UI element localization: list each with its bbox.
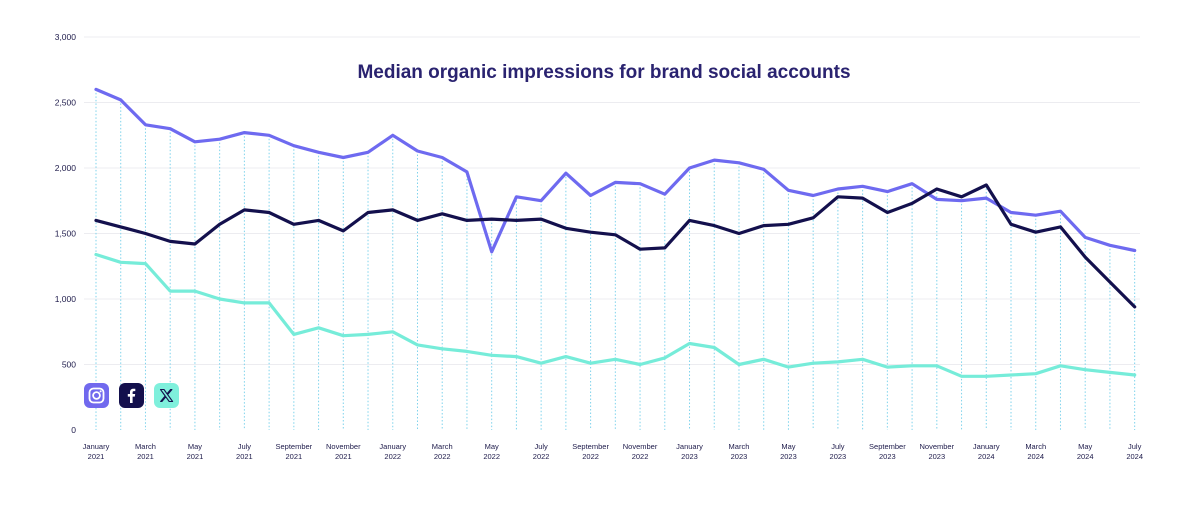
y-tick-label: 1,000 [55,294,77,304]
x-tick-label: May 2021 [187,442,204,461]
y-tick-label: 2,500 [55,98,77,108]
x-tick-label: September 2022 [572,442,609,461]
x-logo-icon [154,383,179,408]
x-tick-label: November 2022 [623,442,658,461]
y-axis-tick-labels: 0 500 1,000 1,500 2,000 2,500 3,000 [55,32,77,435]
series-line-facebook [94,183,1137,309]
y-tick-label: 500 [62,360,76,370]
x-tick-label: January 2024 [973,442,1000,461]
x-axis-tick-labels: January 2021 March 2021 May 2021 July 2021 Septe… [83,442,1143,461]
x-tick-label: March 2022 [432,442,453,461]
x-tick-label: January 2021 [83,442,110,461]
y-tick-label: 3,000 [55,32,77,42]
droplines [95,89,1136,430]
y-tick-label: 1,500 [55,229,77,239]
x-tick-label: January 2023 [676,442,703,461]
series-line-instagram [94,87,1137,254]
x-tick-label: March 2024 [1025,442,1046,461]
instagram-icon [84,383,109,408]
x-tick-label: March 2021 [135,442,156,461]
x-tick-label: July 2022 [533,442,550,461]
legend [84,383,179,408]
x-tick-label: March 2023 [729,442,750,461]
chart-title: Median organic impressions for brand soc… [357,62,850,83]
gridlines [84,36,1140,365]
facebook-icon [119,383,144,408]
y-tick-label: 0 [71,425,76,435]
x-tick-label: May 2023 [780,442,797,461]
x-tick-label: May 2022 [483,442,500,461]
x-tick-label: November 2021 [326,442,361,461]
x-tick-label: January 2022 [379,442,406,461]
x-tick-label: May 2024 [1077,442,1094,461]
x-tick-label: November 2023 [920,442,955,461]
x-tick-label: July 2021 [236,442,253,461]
x-tick-label: September 2021 [275,442,312,461]
x-tick-label: July 2023 [830,442,847,461]
x-tick-label: September 2023 [869,442,906,461]
series-line-x [94,252,1137,378]
x-tick-label: July 2024 [1126,442,1143,461]
y-tick-label: 2,000 [55,163,77,173]
series-lines [94,87,1137,378]
